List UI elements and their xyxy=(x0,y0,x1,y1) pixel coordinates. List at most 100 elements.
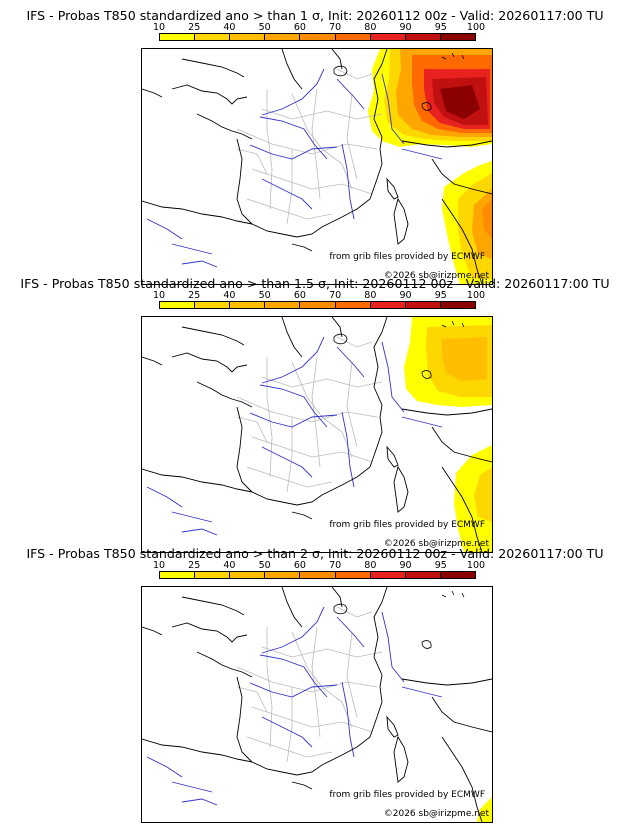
colorbar-tick: 70 xyxy=(329,290,342,301)
coastlines-borders xyxy=(142,587,492,822)
lakes-islands xyxy=(333,320,465,379)
colorbar-tick: 100 xyxy=(466,290,486,301)
colorbar-tick: 80 xyxy=(364,22,377,33)
colorbar-swatch xyxy=(300,302,336,308)
colorbar xyxy=(159,571,476,579)
panel-title: IFS - Probas T850 standardized ano > tha… xyxy=(20,276,610,291)
colorbar-swatch xyxy=(160,34,196,40)
prob-zone-10-south xyxy=(477,797,492,822)
colorbar-swatch xyxy=(440,572,475,578)
colorbar-swatch xyxy=(405,34,441,40)
colorbar-swatch xyxy=(265,302,301,308)
colorbar-swatch xyxy=(265,572,301,578)
rivers xyxy=(146,336,443,536)
colorbar-tick: 40 xyxy=(223,22,236,33)
map-canvas xyxy=(142,49,492,284)
colorbar-tick: 50 xyxy=(258,560,271,571)
colorbar-swatch xyxy=(370,302,406,308)
colorbar-swatch xyxy=(440,302,475,308)
colorbar-tick: 100 xyxy=(466,560,486,571)
prob-zone-10-south xyxy=(454,445,492,552)
copyright-credit: ©2026 sb@irizpme.net xyxy=(383,539,489,549)
colorbar-tick: 90 xyxy=(399,290,412,301)
panel-title: IFS - Probas T850 standardized ano > tha… xyxy=(26,8,604,23)
colorbar xyxy=(159,33,476,41)
data-source-credit: from grib files provided by ECMWF xyxy=(329,252,485,262)
colorbar-tick: 60 xyxy=(293,22,306,33)
colorbar-tick-labels: 10 25 40 50 60 70 80 90 95 100 xyxy=(152,560,486,572)
colorbar-tick: 60 xyxy=(293,290,306,301)
colorbar-swatch xyxy=(405,572,441,578)
map-panel-3: IFS - Probas T850 standardized ano > tha… xyxy=(0,546,630,823)
colorbar-swatch xyxy=(230,302,266,308)
colorbar-tick: 25 xyxy=(188,22,201,33)
copyright-credit: ©2026 sb@irizpme.net xyxy=(383,271,489,281)
prob-zone-95 xyxy=(440,85,480,119)
colorbar-swatch xyxy=(335,572,371,578)
colorbar-swatch xyxy=(195,302,231,308)
colorbar-swatch xyxy=(405,302,441,308)
colorbar-swatch xyxy=(160,302,196,308)
colorbar-swatch xyxy=(195,572,231,578)
colorbar-swatch xyxy=(440,34,475,40)
colorbar-tick: 60 xyxy=(293,560,306,571)
colorbar-swatch xyxy=(160,572,196,578)
colorbar-swatch xyxy=(195,34,231,40)
copyright-credit: ©2026 sb@irizpme.net xyxy=(383,809,489,819)
colorbar-swatch xyxy=(265,34,301,40)
colorbar-tick: 50 xyxy=(258,22,271,33)
lakes-islands xyxy=(333,52,465,111)
prob-zone-40 xyxy=(442,337,487,381)
colorbar-tick: 90 xyxy=(399,22,412,33)
colorbar-swatch xyxy=(335,302,371,308)
colorbar-swatch xyxy=(230,34,266,40)
colorbar-tick: 40 xyxy=(223,290,236,301)
colorbar-tick: 25 xyxy=(188,290,201,301)
colorbar-tick: 10 xyxy=(152,290,166,301)
probability-shading xyxy=(368,49,492,284)
colorbar-swatch xyxy=(370,34,406,40)
colorbar-tick: 50 xyxy=(258,290,271,301)
colorbar-swatch xyxy=(300,572,336,578)
region-borders xyxy=(236,606,383,763)
probability-map: from grib files provided by ECMWF ©2026 … xyxy=(141,316,493,553)
colorbar-tick: 95 xyxy=(434,290,447,301)
panel-title: IFS - Probas T850 standardized ano > tha… xyxy=(26,546,604,561)
colorbar-swatch xyxy=(370,572,406,578)
probability-map: from grib files provided by ECMWF ©2026 … xyxy=(141,586,493,823)
colorbar-tick: 25 xyxy=(188,560,201,571)
colorbar-tick: 95 xyxy=(434,22,447,33)
colorbar-tick: 70 xyxy=(329,560,342,571)
colorbar xyxy=(159,301,476,309)
lakes-islands xyxy=(333,590,465,649)
coastlines-borders xyxy=(142,49,492,284)
colorbar-tick: 80 xyxy=(364,560,377,571)
colorbar-tick: 100 xyxy=(466,22,486,33)
probability-shading xyxy=(477,797,492,822)
rivers xyxy=(146,68,443,268)
map-canvas xyxy=(142,317,492,552)
probability-map: from grib files provided by ECMWF ©2026 … xyxy=(141,48,493,285)
colorbar-swatch xyxy=(230,572,266,578)
prob-zone-60-south xyxy=(482,199,492,239)
map-panel-2: IFS - Probas T850 standardized ano > tha… xyxy=(0,276,630,553)
map-panel-1: IFS - Probas T850 standardized ano > tha… xyxy=(0,8,630,285)
probability-shading xyxy=(404,317,492,552)
colorbar-tick-labels: 10 25 40 50 60 70 80 90 95 100 xyxy=(152,22,486,34)
coastlines-borders xyxy=(142,317,492,552)
colorbar-tick: 10 xyxy=(152,560,166,571)
colorbar-swatch xyxy=(300,34,336,40)
colorbar-tick: 70 xyxy=(329,22,342,33)
colorbar-tick: 80 xyxy=(364,290,377,301)
rivers xyxy=(146,606,443,806)
data-source-credit: from grib files provided by ECMWF xyxy=(329,790,485,800)
data-source-credit: from grib files provided by ECMWF xyxy=(329,520,485,530)
colorbar-tick-labels: 10 25 40 50 60 70 80 90 95 100 xyxy=(152,290,486,302)
prob-zone-25-south xyxy=(474,467,492,522)
region-borders xyxy=(236,336,383,493)
colorbar-swatch xyxy=(335,34,371,40)
colorbar-tick: 10 xyxy=(152,22,166,33)
colorbar-tick: 40 xyxy=(223,560,236,571)
colorbar-tick: 90 xyxy=(399,560,412,571)
map-canvas xyxy=(142,587,492,822)
